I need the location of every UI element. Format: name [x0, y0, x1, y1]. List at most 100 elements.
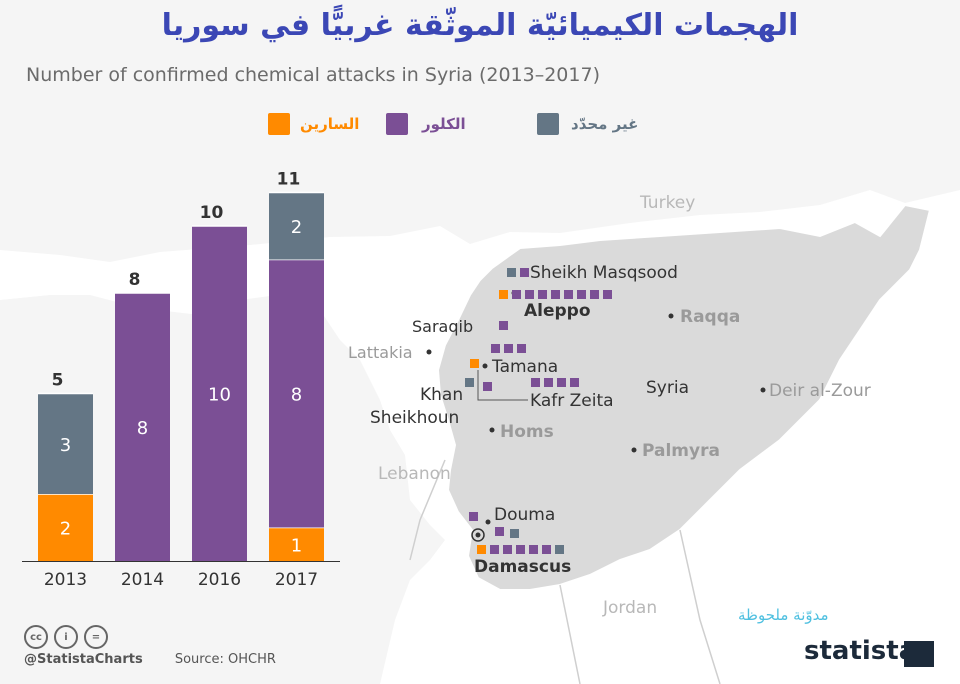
city-label: Aleppo [524, 301, 591, 321]
attack-marker-chlorine [512, 290, 521, 299]
city-dot [668, 313, 674, 319]
attack-marker-sarin [470, 359, 479, 368]
attack-marker-unknown [507, 268, 516, 277]
attack-marker-chlorine [551, 290, 560, 299]
bar-chlorine-2016 [192, 226, 247, 561]
attribution-icon: i [54, 625, 78, 649]
bar-sarin-2017 [269, 527, 324, 561]
page-title: الهجمات الكيميائيّة الموثّقة غربيًّا في … [161, 8, 799, 43]
footer-handle: @StatistaCharts [24, 652, 143, 667]
legend-swatch-unknown [537, 113, 559, 135]
legend-unknown: غير محدّد [537, 112, 638, 136]
page-subtitle: Number of confirmed chemical attacks in … [26, 64, 600, 86]
country-label: Jordan [602, 598, 657, 618]
bar-value-label: 8 [291, 385, 302, 406]
legend-swatch-chlorine [386, 113, 408, 135]
city-label: Sheikhoun [370, 408, 459, 428]
attack-marker-chlorine [520, 268, 529, 277]
connector-line [477, 370, 528, 401]
x-tick-label: 2016 [198, 570, 241, 590]
attack-marker-chlorine [577, 290, 586, 299]
country-label: Turkey [639, 193, 695, 213]
footer-source-text: Source: OHCHR [174, 652, 276, 667]
capital-icon [471, 528, 485, 542]
attack-marker-chlorine [564, 290, 573, 299]
legend-label-chlorine: الكلور [422, 115, 466, 133]
watermark: مدوّنة ملحوظة [738, 606, 829, 624]
attack-marker-chlorine [495, 527, 504, 536]
bar-unknown-2017 [269, 192, 324, 260]
attack-marker-chlorine [531, 378, 540, 387]
attack-marker-chlorine [529, 545, 538, 554]
legend-chlorine: الكلور [386, 112, 466, 136]
legend-sarin: السارين [268, 112, 359, 136]
attack-marker-chlorine [570, 378, 579, 387]
attack-marker-sarin [477, 545, 486, 554]
attack-marker-chlorine [603, 290, 612, 299]
bar-sarin-2013 [38, 494, 93, 561]
cc-icon: cc [24, 625, 48, 649]
bar-chlorine-2014 [115, 293, 170, 561]
bar-unknown-2013 [38, 393, 93, 494]
attack-marker-unknown [555, 545, 564, 554]
city-label: Kafr Zeita [530, 391, 614, 411]
country-label: Syria [646, 378, 689, 398]
city-label: Douma [494, 505, 555, 525]
bar-total-label: 5 [52, 371, 64, 391]
border-lines [409, 459, 721, 684]
bar-value-label: 3 [60, 435, 71, 456]
x-tick-label: 2014 [121, 570, 164, 590]
license-icons: cc i = [24, 625, 108, 649]
attack-marker-chlorine [557, 378, 566, 387]
legend-swatch-sarin [268, 113, 290, 135]
country-label: Lebanon [378, 464, 451, 484]
attack-marker-chlorine [504, 344, 513, 353]
statista-logo-icon [904, 641, 934, 667]
bar-total-label: 11 [277, 170, 301, 190]
bar-total-label: 10 [200, 203, 224, 223]
city-label: Tamana [491, 357, 558, 377]
city-label: Raqqa [680, 307, 740, 327]
city-label: Homs [500, 422, 554, 442]
attack-marker-chlorine [542, 545, 551, 554]
city-label: Lattakia [348, 343, 413, 362]
city-dot [485, 519, 491, 525]
city-label: Sheikh Masqsood [530, 263, 678, 283]
attack-marker-chlorine [544, 378, 553, 387]
city-dot [426, 349, 432, 355]
bar-value-label: 10 [208, 385, 231, 406]
city-label: Khan [420, 385, 463, 405]
attack-marker-unknown [510, 529, 519, 538]
x-tick-label: 2013 [44, 570, 87, 590]
city-dot [489, 427, 495, 433]
bar-value-label: 1 [291, 535, 302, 556]
attack-markers [465, 268, 612, 554]
attack-marker-chlorine [525, 290, 534, 299]
attack-marker-chlorine [538, 290, 547, 299]
attack-marker-chlorine [491, 344, 500, 353]
attack-marker-chlorine [469, 512, 478, 521]
capital-icon-center [475, 532, 481, 538]
city-dot [631, 447, 637, 453]
attack-marker-sarin [499, 290, 508, 299]
bar-value-label: 2 [291, 217, 302, 238]
map-labels: Turkey Lebanon Jordan Syria Sheikh Masqsood A… [348, 193, 871, 618]
x-tick-label: 2017 [275, 570, 318, 590]
city-label: Damascus [474, 557, 571, 577]
bar-value-label: 8 [137, 418, 148, 439]
city-label: Palmyra [642, 441, 720, 461]
city-dot [760, 387, 766, 393]
attack-marker-chlorine [499, 321, 508, 330]
attack-marker-chlorine [490, 545, 499, 554]
city-dot [482, 363, 488, 369]
attack-marker-chlorine [516, 545, 525, 554]
city-label: Deir al-Zour [769, 381, 871, 401]
attack-marker-chlorine [483, 382, 492, 391]
bar-chlorine-2017 [269, 259, 324, 528]
attack-marker-unknown [465, 378, 474, 387]
attack-marker-chlorine [590, 290, 599, 299]
no-derivatives-icon: = [84, 625, 108, 649]
legend-label-sarin: السارين [300, 115, 360, 133]
statista-logo[interactable]: statista [804, 636, 917, 666]
